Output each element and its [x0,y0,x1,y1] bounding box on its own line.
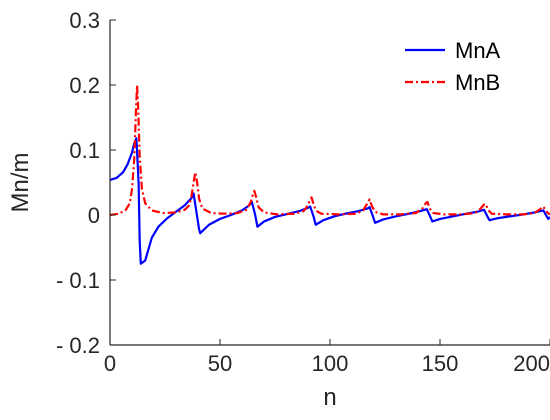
y-tick-label: 0 [88,203,100,228]
legend-label-mna: MnA [455,38,501,63]
x-tick-label: 100 [312,351,349,376]
x-axis-label: n [323,384,336,411]
x-tick-label: 200 [513,351,550,376]
series-line-mnb [110,83,550,217]
y-tick-label: 0.1 [69,138,100,163]
y-tick-label: 0.2 [69,73,100,98]
series-layer [110,83,550,265]
legend-label-mnb: MnB [455,70,500,95]
x-tick-label: 50 [208,351,232,376]
series-line-mna [110,137,550,265]
ticks: 0 50 100 150 200 - 0.2 - 0.1 0 0.1 0.2 0.3 [56,8,550,376]
x-tick-label: 150 [422,351,459,376]
y-tick-label: - 0.1 [56,268,100,293]
legend-box [395,30,535,102]
x-tick-label: 0 [104,351,116,376]
y-tick-label: 0.3 [69,8,100,33]
y-axis-label: Mn/m [7,153,34,213]
legend: MnA MnB [395,30,535,102]
y-tick-label: - 0.2 [56,333,100,358]
